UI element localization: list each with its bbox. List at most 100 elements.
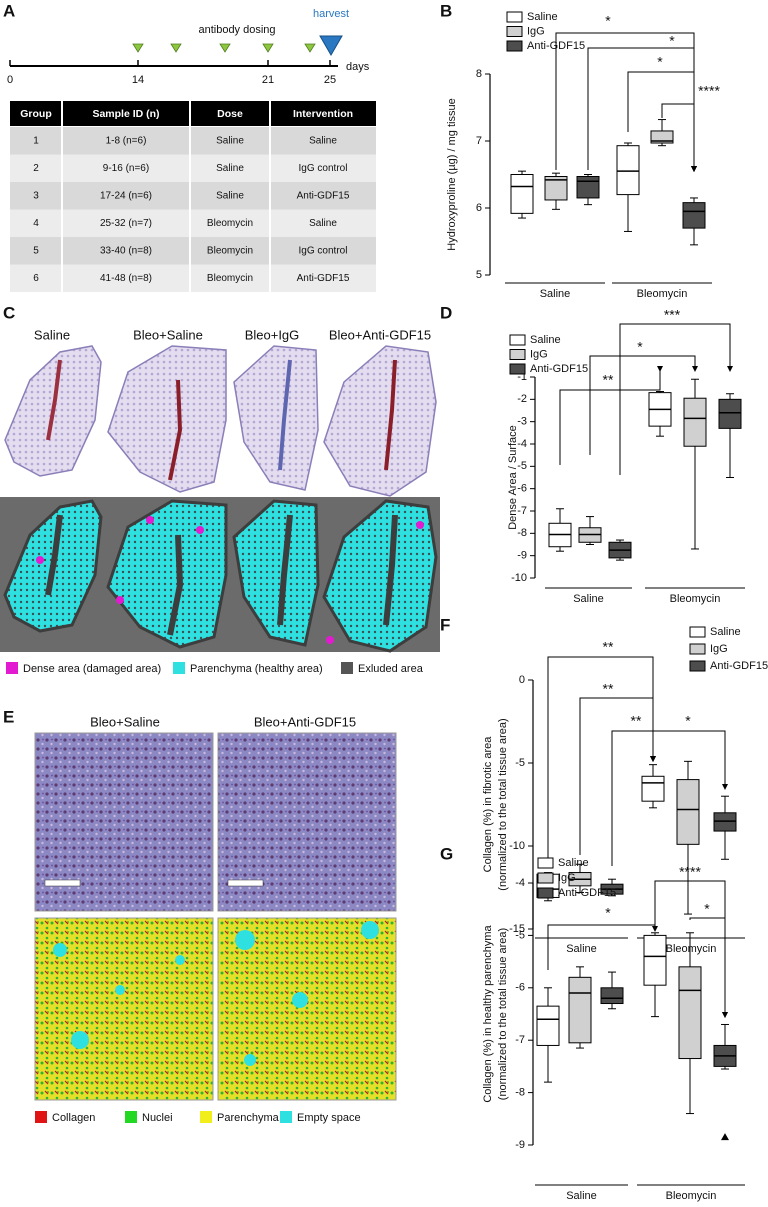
y-tick-label: -4: [515, 877, 525, 889]
empty-space: [235, 930, 255, 950]
box: [544, 176, 568, 201]
legend-label: Exluded area: [358, 663, 424, 675]
y-tick-label: -8: [515, 1087, 525, 1099]
image-label: Bleo+Saline: [133, 327, 203, 342]
significance-label: ****: [679, 864, 701, 880]
empty-space: [71, 1031, 89, 1049]
dense-spot: [196, 526, 204, 534]
table-cell: 1-8 (n=6): [106, 136, 147, 147]
group-label: Bleomycin: [666, 943, 717, 955]
box: [536, 1005, 560, 1046]
table-cell: Anti-GDF15: [297, 273, 350, 284]
dense-spot: [146, 516, 154, 524]
group-label: Bleomycin: [637, 288, 688, 300]
table-cell: Bleomycin: [207, 218, 253, 229]
legend-swatch: [341, 662, 353, 674]
legend-swatch: [509, 363, 526, 375]
significance-bracket: [661, 103, 695, 167]
y-tick-label: 0: [519, 674, 525, 686]
significance-bracket: [559, 367, 661, 465]
panel-label: A: [3, 1, 15, 20]
box: [676, 779, 700, 845]
table-cell: Bleomycin: [207, 273, 253, 284]
legend-label: Saline: [558, 857, 589, 869]
timeline-tick-label: 21: [262, 74, 274, 86]
bracket-arrowhead: [722, 1012, 728, 1018]
table-cell: 1: [33, 136, 39, 147]
vessel: [278, 359, 292, 471]
legend-label: Parenchyma (healthy area): [190, 663, 323, 675]
legend-swatch: [35, 1111, 47, 1123]
legend-label: Saline: [527, 11, 558, 23]
panel-label: E: [3, 707, 14, 726]
table-header-cell: Dose: [217, 108, 243, 120]
panel-label: F: [440, 615, 450, 634]
empty-space: [292, 992, 308, 1008]
legend-label: Anti-GDF15: [530, 363, 588, 375]
box: [683, 397, 707, 447]
legend-label: IgG: [558, 872, 576, 884]
table-cell: IgG control: [299, 246, 348, 257]
bracket-arrowhead: [722, 784, 728, 790]
empty-space: [244, 1054, 256, 1066]
y-tick-label: -5: [515, 929, 525, 941]
y-tick-label: -9: [515, 1139, 525, 1151]
box: [641, 775, 665, 802]
empty-space: [175, 955, 185, 965]
significance-label: **: [603, 639, 614, 655]
table-cell: 6: [33, 273, 39, 284]
significance-label: *: [605, 905, 611, 921]
y-tick-label: -6: [515, 982, 525, 994]
significance-label: *: [704, 901, 710, 917]
y-axis-label: Collagen (%) in fibrotic area: [482, 736, 494, 873]
image-label: Bleo+Saline: [90, 714, 160, 729]
harvest-label: harvest: [313, 8, 349, 20]
airway: [45, 514, 63, 596]
significance-label: *: [669, 33, 675, 49]
table-cell: 17-24 (n=6): [100, 191, 152, 202]
dosing-marker: [304, 43, 316, 53]
vessel: [384, 359, 397, 471]
group-label: Saline: [566, 943, 597, 955]
significance-label: **: [603, 681, 614, 697]
empty-space: [115, 985, 125, 995]
box: [682, 202, 706, 229]
significance-bracket: [619, 323, 731, 475]
image-label: Bleo+IgG: [245, 327, 300, 342]
dosing-marker: [262, 43, 274, 53]
group-label: Saline: [573, 593, 604, 605]
y-axis-label: Dense Area / Surface: [507, 425, 519, 530]
table-header-cell: Intervention: [293, 108, 353, 120]
legend-swatch: [6, 662, 18, 674]
panel-label: G: [440, 844, 453, 863]
table-cell: 33-40 (n=8): [100, 246, 152, 257]
legend-label: IgG: [527, 25, 545, 37]
y-tick-label: -10: [511, 572, 527, 584]
dense-spot: [326, 636, 334, 644]
y-tick-label: -1: [517, 371, 527, 383]
table-row-bg: [10, 237, 376, 265]
y-axis-label: (normalized to the total tissue area): [497, 718, 509, 890]
box: [568, 976, 592, 1044]
y-tick-label: -7: [517, 505, 527, 517]
box: [713, 812, 737, 832]
significance-label: *: [657, 54, 663, 70]
significance-label: *: [685, 713, 691, 729]
y-axis-label: (normalized to the total tissue area): [497, 928, 509, 1100]
legend-swatch: [506, 11, 523, 23]
y-tick-label: -6: [517, 483, 527, 495]
timeline-unit: days: [346, 61, 370, 73]
legend-swatch: [537, 857, 554, 869]
table-cell: 2: [33, 163, 39, 174]
significance-bracket: [589, 355, 696, 455]
significance-label: *: [637, 339, 643, 355]
y-tick-label: -3: [517, 416, 527, 428]
significance-bracket: [547, 924, 656, 970]
box: [510, 174, 534, 214]
airway: [167, 534, 184, 636]
dosing-label: antibody dosing: [198, 24, 275, 36]
legend-label: Dense area (damaged area): [23, 663, 161, 675]
group-label: Bleomycin: [670, 593, 721, 605]
significance-label: **: [603, 372, 614, 388]
